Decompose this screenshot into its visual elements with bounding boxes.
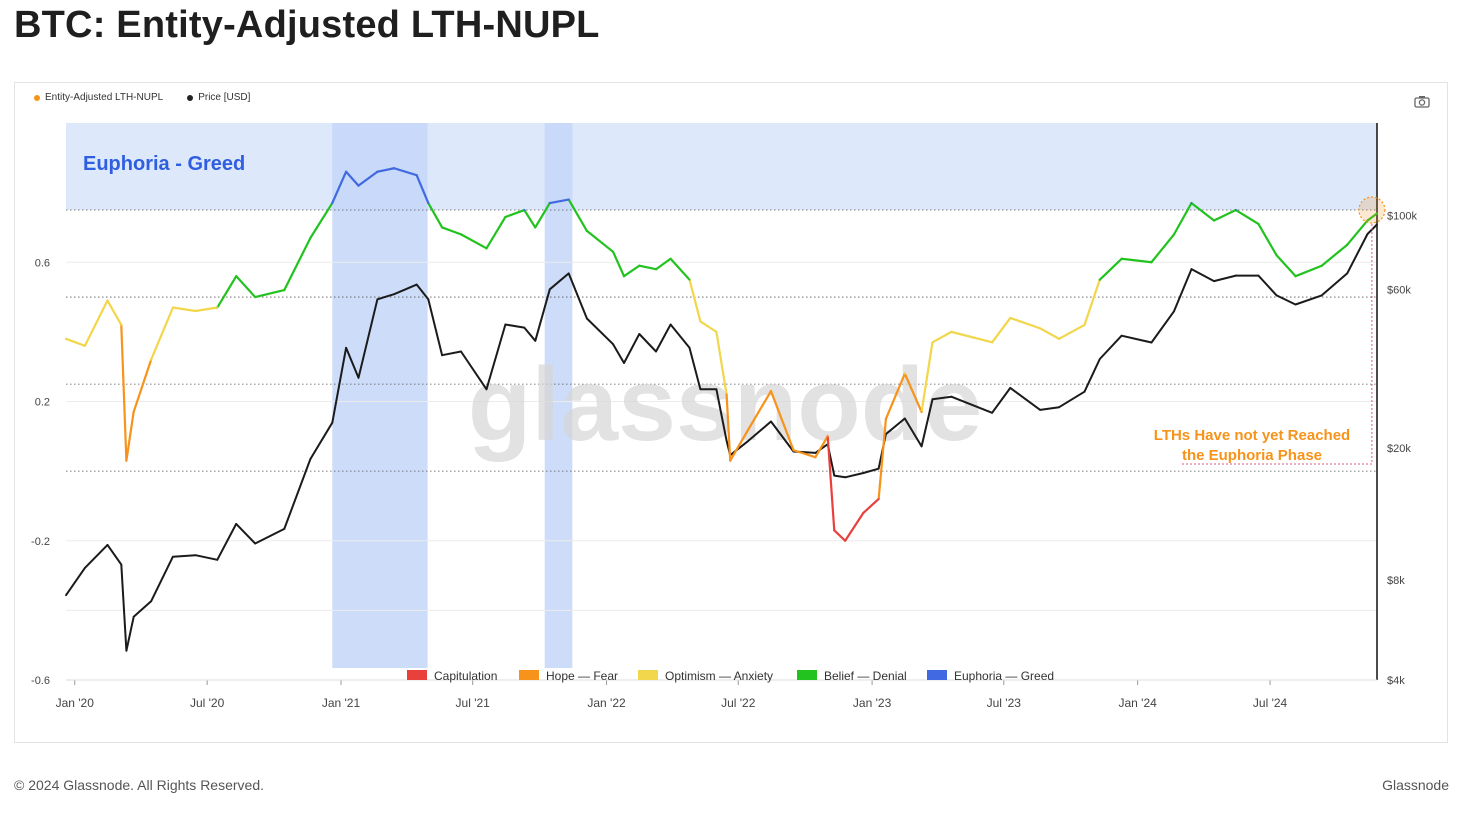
legend-label-nupl: Entity-Adjusted LTH-NUPL	[45, 92, 164, 103]
footer-brand: Glassnode	[1382, 777, 1449, 793]
camera-icon[interactable]	[1414, 95, 1430, 108]
legend-item-price[interactable]: Price [USD]	[187, 92, 250, 103]
legend-label-price: Price [USD]	[198, 92, 251, 103]
legend-dot-price	[187, 94, 194, 101]
chart-frame	[14, 82, 1448, 743]
page-title: BTC: Entity-Adjusted LTH-NUPL	[14, 4, 600, 46]
footer-copyright: © 2024 Glassnode. All Rights Reserved.	[14, 777, 265, 793]
top-legend: Entity-Adjusted LTH-NUPL Price [USD]	[34, 92, 250, 103]
legend-item-nupl[interactable]: Entity-Adjusted LTH-NUPL	[34, 92, 163, 103]
legend-dot-nupl	[34, 94, 40, 101]
